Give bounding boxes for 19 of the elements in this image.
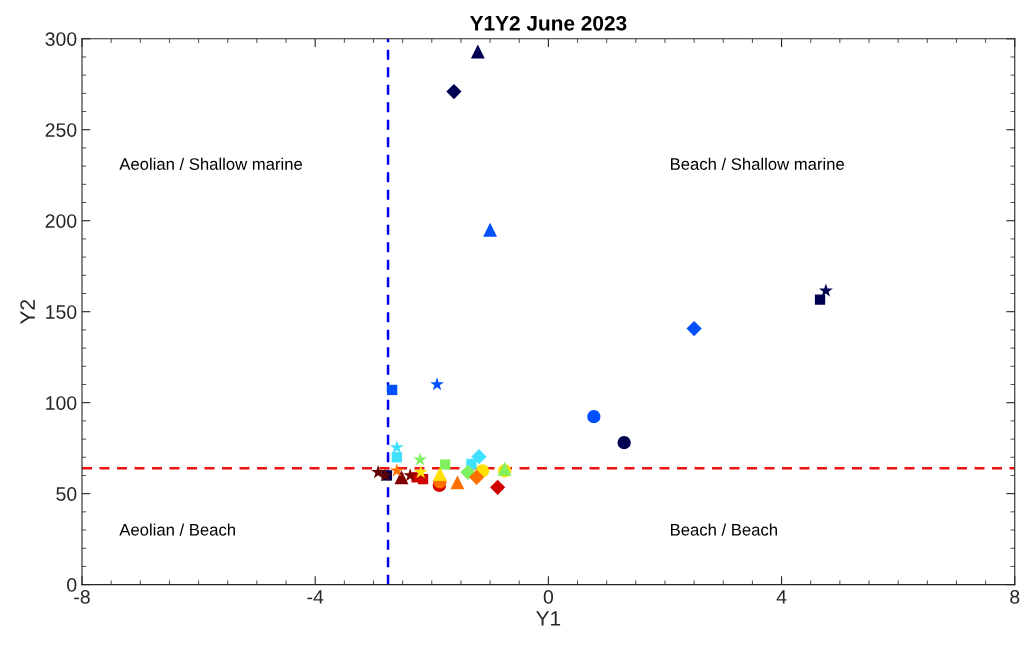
annotation: Beach / Beach — [671, 523, 777, 536]
x-tick-label: -4 — [307, 590, 324, 604]
annotation: Aeolian / Beach — [119, 523, 235, 536]
x-axis-title: Y1 — [536, 611, 561, 626]
annotation: Beach / Shallow marine — [671, 157, 844, 170]
y-tick-label: 50 — [56, 487, 77, 501]
y-tick-label: 0 — [67, 578, 77, 592]
x-tick-label: 4 — [776, 590, 787, 604]
y-tick-label: 150 — [46, 305, 77, 319]
y-tick-label: 100 — [46, 396, 77, 410]
x-tick-label: -8 — [74, 590, 90, 604]
y-axis-title: Y2 — [20, 300, 35, 324]
y-tick-label: 200 — [45, 214, 77, 228]
annotation: Aeolian / Shallow marine — [119, 157, 302, 170]
y-tick-label: 250 — [45, 123, 77, 137]
y-tick-label: 300 — [45, 32, 77, 46]
x-tick-label: 8 — [1010, 590, 1020, 604]
chart-title: Y1Y2 June 2023 — [469, 15, 627, 31]
x-tick-label: 0 — [543, 590, 554, 604]
